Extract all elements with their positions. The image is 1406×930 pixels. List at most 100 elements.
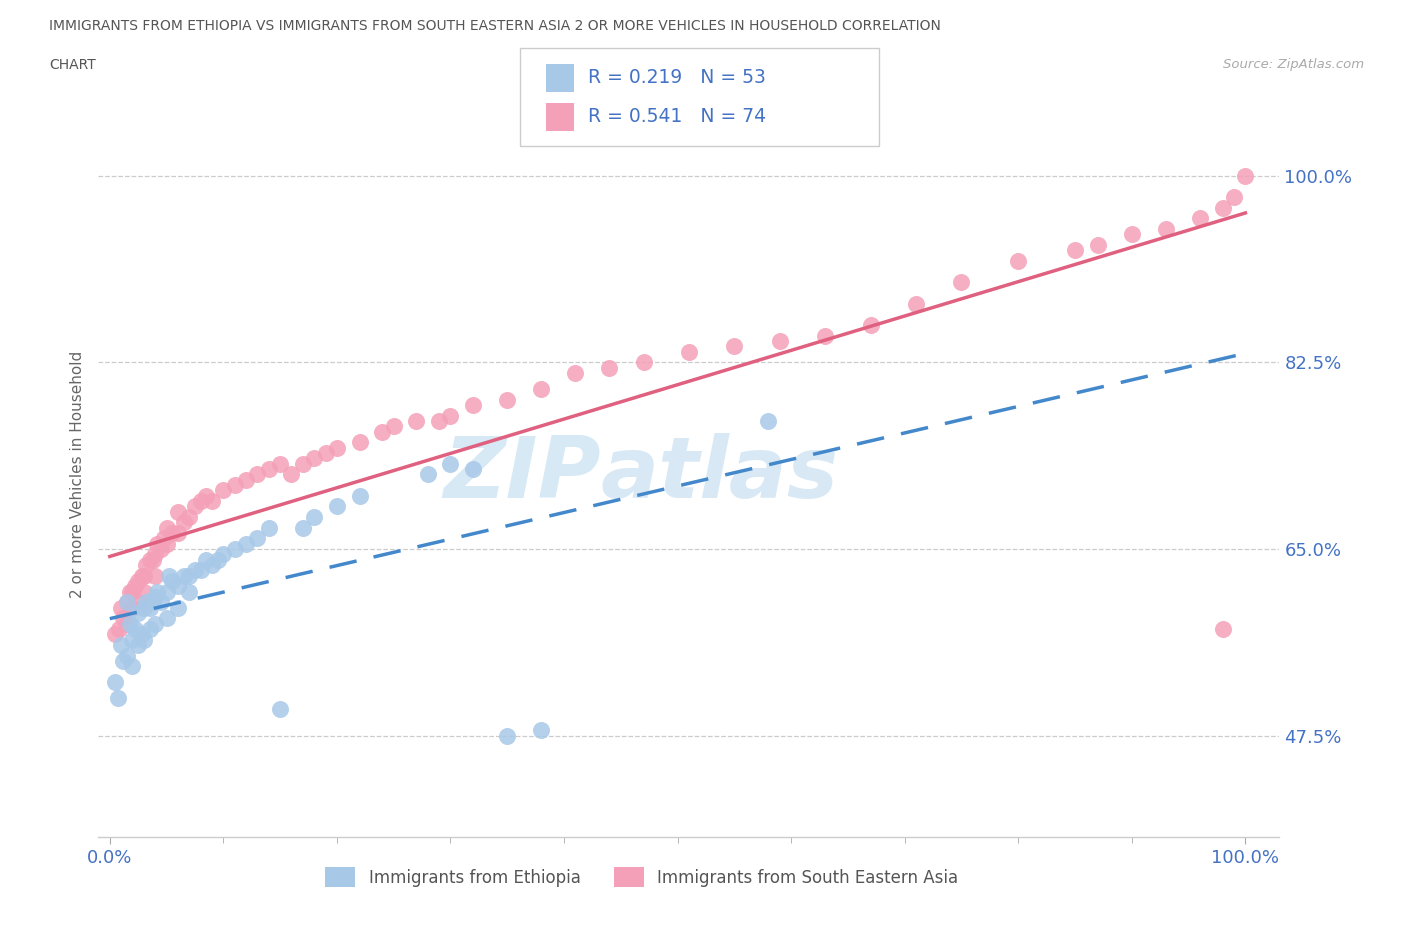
Point [131,627,153,642]
Point [132,568,155,583]
Point [146,584,169,599]
Point [127,605,149,620]
Point [135,595,157,610]
Point [1007,254,1029,269]
Point [142,595,165,610]
Point [463,461,485,476]
Point [131,568,153,583]
Point [149,595,172,610]
Point [132,632,155,647]
Point [224,477,246,492]
Point [143,547,166,562]
Point [167,600,190,615]
Point [207,552,229,567]
Point [155,584,177,599]
Text: CHART: CHART [49,58,96,72]
Point [143,568,166,583]
Point [269,701,291,716]
Point [1121,227,1143,242]
Point [179,568,201,583]
Point [723,339,745,353]
Point [859,317,882,332]
Point [155,537,177,551]
Point [121,584,143,599]
Point [439,408,461,423]
Point [349,488,371,503]
Point [110,600,132,615]
Point [496,728,519,743]
Point [104,627,127,642]
Point [124,578,146,593]
Point [167,504,190,519]
Point [138,600,160,615]
Point [224,541,246,556]
Point [235,472,257,487]
Point [280,467,302,482]
Point [184,563,207,578]
Point [104,675,127,690]
Point [190,494,212,509]
Point [269,457,291,472]
Point [769,334,792,349]
Text: ZIP: ZIP [443,432,600,516]
Point [405,414,427,429]
Point [1188,211,1211,226]
Point [179,510,201,525]
Point [315,445,337,460]
Point [132,584,155,599]
Point [201,494,224,509]
Point [1223,190,1246,205]
Text: R = 0.219   N = 53: R = 0.219 N = 53 [588,68,766,87]
Point [120,617,142,631]
Point [382,418,405,433]
Point [173,568,195,583]
Point [678,344,700,359]
Point [195,552,218,567]
Point [530,723,553,737]
Point [108,621,131,636]
Point [1064,243,1087,258]
Point [146,537,169,551]
Text: atlas: atlas [600,432,838,516]
Point [302,451,325,466]
Point [127,638,149,653]
Point [496,392,519,407]
Point [110,638,132,653]
Point [149,541,172,556]
Point [326,440,349,455]
Point [127,574,149,589]
Point [1212,200,1234,215]
Point [143,590,166,604]
Point [257,520,280,535]
Point [326,498,349,513]
Point [142,552,165,567]
Point [115,595,138,610]
Point [598,360,620,375]
Point [173,515,195,530]
Text: R = 0.541   N = 74: R = 0.541 N = 74 [588,107,766,126]
Point [195,488,218,503]
Point [439,457,461,472]
Point [1154,221,1177,236]
Point [212,483,235,498]
Point [127,595,149,610]
Point [530,381,553,396]
Point [135,558,157,573]
Point [257,461,280,476]
Point [1212,621,1234,636]
Point [246,531,269,546]
Point [138,621,160,636]
Point [905,296,928,311]
Point [153,531,176,546]
Point [179,584,201,599]
Point [112,611,135,626]
Point [758,414,780,429]
Point [115,595,138,610]
Point [115,648,138,663]
Point [121,600,143,615]
Point [155,611,177,626]
Point [564,365,586,380]
Point [121,632,143,647]
Point [349,435,371,450]
Point [121,658,143,673]
